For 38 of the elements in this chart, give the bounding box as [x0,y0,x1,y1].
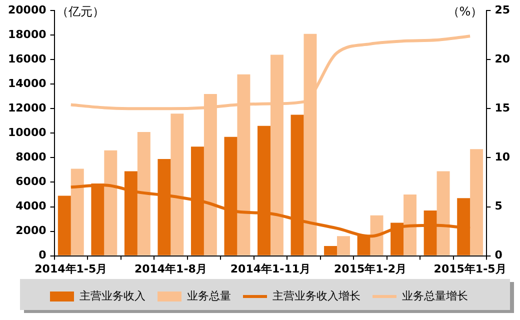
y2-tick-label: 20 [494,52,510,66]
legend-label: 主营业务收入增长 [272,289,360,302]
bar [404,194,417,256]
legend-label: 业务总量 [187,289,231,302]
bar [470,149,484,256]
x-tick-label: 2014年1-11月 [230,262,311,276]
y-tick-label: 8000 [16,150,47,164]
y-tick-label: 4000 [16,200,47,213]
x-tick-label: 2014年1-8月 [134,262,207,276]
y-tick-label: 18000 [8,28,47,41]
bar [58,196,71,256]
y-tick-label: 16000 [8,52,47,66]
y2-tick-label: 15 [494,102,510,115]
bar [70,168,84,256]
y-tick-label: 10000 [8,126,47,140]
y-tick-label: 20000 [8,3,47,16]
bar [436,171,450,256]
y-tick-label: 0 [38,248,47,262]
y2-tick-label: 0 [494,248,503,262]
bar [337,236,350,256]
bar [137,132,150,256]
bar [324,246,338,256]
bar [170,114,184,256]
y-tick-label: 6000 [16,175,47,188]
x-tick-label: 2015年1-5月 [434,262,506,276]
y2-tick-label: 25 [494,3,510,16]
y-axis-title: （亿元） [56,4,104,19]
legend-label: 主营业务收入 [80,289,146,302]
legend-label: 业务总量增长 [402,289,468,302]
y-tick-label: 14000 [8,77,47,90]
y2-tick-label: 10 [494,150,510,164]
x-tick-label: 2015年1-2月 [334,262,407,276]
y-tick-label: 2000 [16,224,47,238]
y-tick-label: 12000 [8,102,47,115]
bar [104,150,118,256]
x-tick-label: 2014年1-5月 [34,262,108,276]
y2-tick-label: 5 [494,200,502,213]
y2-axis-title: （%） [447,4,483,19]
